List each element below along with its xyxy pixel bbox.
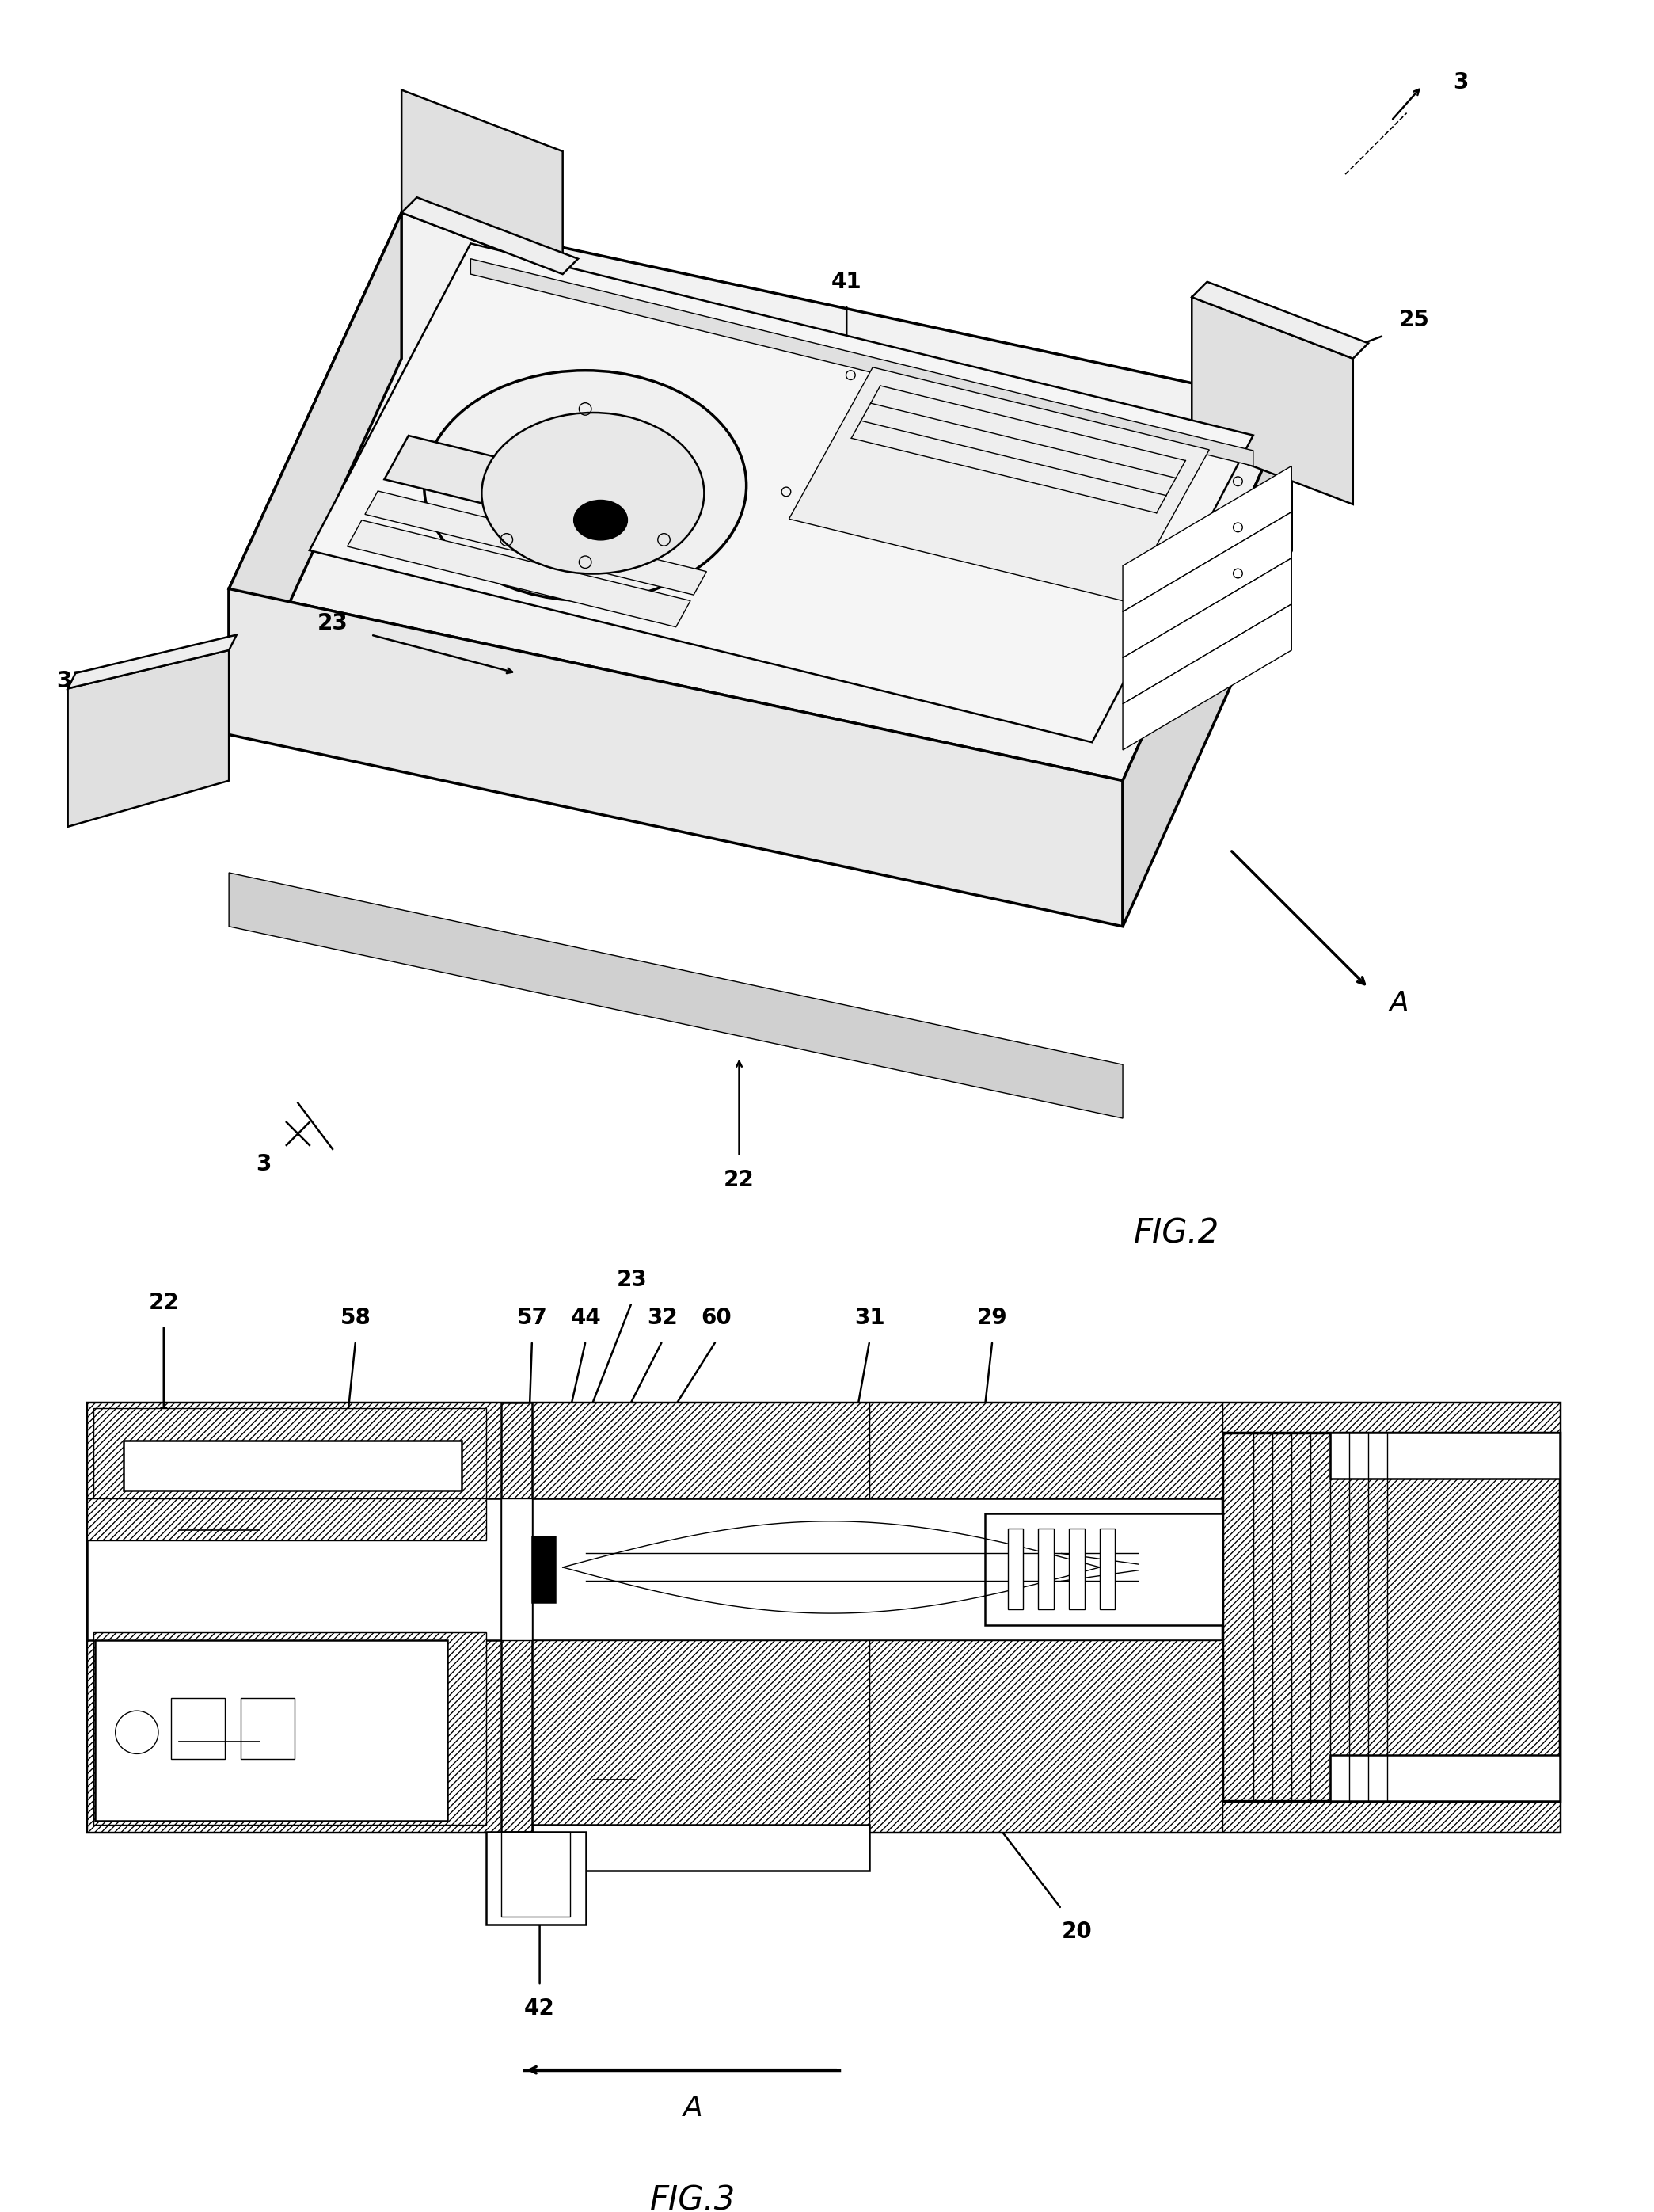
Polygon shape: [228, 212, 402, 734]
Text: 58: 58: [341, 1307, 370, 1329]
Bar: [562, 1506, 870, 1632]
Ellipse shape: [481, 414, 705, 573]
Polygon shape: [402, 197, 577, 274]
Bar: [533, 1639, 870, 1832]
Bar: [501, 1498, 533, 1639]
Bar: [1007, 1528, 1024, 1610]
Bar: [870, 1402, 1222, 1498]
Bar: [88, 1498, 486, 1540]
Polygon shape: [384, 436, 549, 513]
Text: A: A: [683, 2095, 703, 2121]
Bar: [88, 1402, 1560, 1832]
Polygon shape: [1123, 557, 1292, 703]
Polygon shape: [402, 91, 562, 274]
Bar: [1222, 1433, 1560, 1801]
Polygon shape: [789, 367, 1209, 602]
Bar: [172, 1699, 225, 1759]
Bar: [1330, 1756, 1560, 1801]
Polygon shape: [1123, 467, 1292, 613]
Bar: [88, 1402, 1560, 1832]
Bar: [984, 1513, 1222, 1626]
Text: FIG.3: FIG.3: [650, 2183, 736, 2212]
Bar: [1068, 1528, 1085, 1610]
Text: 20: 20: [1062, 1920, 1092, 1942]
Ellipse shape: [574, 500, 627, 540]
Text: 44: 44: [571, 1307, 600, 1329]
Polygon shape: [1123, 405, 1292, 927]
Text: 23: 23: [617, 1267, 647, 1290]
Text: A: A: [1389, 989, 1409, 1018]
Bar: [240, 1699, 294, 1759]
Text: 22: 22: [724, 1168, 754, 1190]
Polygon shape: [309, 243, 1254, 743]
Bar: [533, 1402, 870, 1498]
Bar: [93, 1409, 486, 1498]
Polygon shape: [68, 650, 228, 827]
Polygon shape: [228, 212, 1292, 781]
Polygon shape: [1123, 604, 1292, 750]
Text: 57: 57: [409, 520, 440, 542]
Text: 27: 27: [409, 124, 440, 146]
Text: 57: 57: [516, 1307, 547, 1329]
Bar: [870, 1639, 1222, 1832]
Bar: [533, 1825, 870, 1871]
Text: 31: 31: [855, 1307, 885, 1329]
Text: 32: 32: [647, 1307, 678, 1329]
Bar: [93, 1632, 486, 1825]
Bar: [486, 1832, 586, 1924]
Text: 22: 22: [149, 1292, 179, 1314]
Text: 60: 60: [701, 1307, 731, 1329]
Bar: [1100, 1528, 1115, 1610]
Text: 33: 33: [56, 670, 88, 692]
Text: 3: 3: [256, 1152, 271, 1175]
Text: 41: 41: [832, 270, 862, 292]
Polygon shape: [68, 635, 237, 688]
Bar: [88, 1498, 1222, 1639]
Bar: [124, 1440, 461, 1491]
Polygon shape: [1193, 281, 1368, 358]
Bar: [501, 1402, 533, 1832]
Polygon shape: [471, 259, 1254, 467]
Polygon shape: [347, 520, 690, 626]
Polygon shape: [366, 491, 706, 595]
Bar: [1330, 1433, 1560, 1480]
Text: FIG.2: FIG.2: [1133, 1217, 1219, 1250]
Text: 42: 42: [524, 1997, 556, 2020]
Polygon shape: [1193, 296, 1353, 504]
Polygon shape: [228, 874, 1123, 1119]
Text: 22a: 22a: [179, 1511, 220, 1533]
Bar: [94, 1639, 448, 1820]
Bar: [533, 1537, 556, 1601]
Text: 3: 3: [1452, 71, 1469, 93]
Polygon shape: [228, 588, 1123, 927]
Bar: [501, 1832, 571, 1916]
Bar: [1039, 1528, 1054, 1610]
Text: 21: 21: [594, 1759, 622, 1781]
Text: 25: 25: [1399, 310, 1429, 332]
Text: 23: 23: [318, 613, 347, 635]
Text: 29: 29: [978, 1307, 1007, 1329]
Polygon shape: [402, 212, 1292, 551]
Polygon shape: [1123, 511, 1292, 657]
Text: 22b: 22b: [179, 1721, 222, 1743]
Ellipse shape: [423, 369, 746, 602]
Text: 44: 44: [471, 456, 501, 478]
